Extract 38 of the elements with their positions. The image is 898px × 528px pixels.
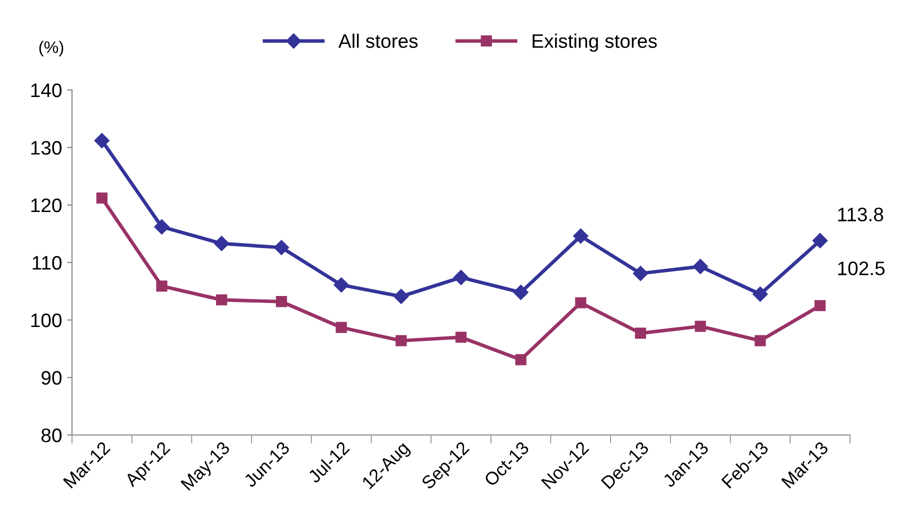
point	[94, 133, 110, 148]
y-tick-label: 80	[41, 428, 62, 442]
point	[754, 335, 766, 346]
point	[396, 335, 407, 346]
point	[752, 286, 768, 302]
point	[812, 233, 828, 248]
point	[96, 192, 108, 204]
point	[156, 280, 168, 292]
annotation: 113.8	[838, 208, 884, 222]
point	[154, 219, 170, 234]
point	[694, 320, 706, 332]
point	[214, 236, 230, 252]
point	[274, 240, 290, 256]
point	[632, 266, 648, 281]
point	[334, 277, 349, 292]
y-tick-label: 100	[31, 313, 62, 328]
point	[453, 270, 469, 286]
legend-label: Existing stores	[532, 34, 657, 52]
point	[634, 328, 646, 339]
point	[394, 288, 409, 304]
point	[216, 294, 228, 306]
y-axis-title: (%)	[39, 40, 64, 56]
point	[276, 296, 288, 308]
point	[573, 228, 588, 244]
point	[692, 258, 708, 274]
y-tick-label: 110	[32, 256, 62, 270]
y-tick-label: 130	[31, 140, 62, 155]
point	[513, 284, 528, 300]
point	[455, 332, 467, 343]
legend-label: All stores	[338, 34, 418, 48]
point	[814, 300, 826, 312]
y-tick-label: 140	[31, 83, 62, 98]
annotation: 102.5	[838, 261, 885, 276]
point	[336, 322, 347, 334]
y-tick-label: 120	[31, 198, 62, 212]
point	[515, 354, 526, 366]
y-tick-label: 90	[42, 370, 62, 385]
point	[575, 297, 586, 308]
